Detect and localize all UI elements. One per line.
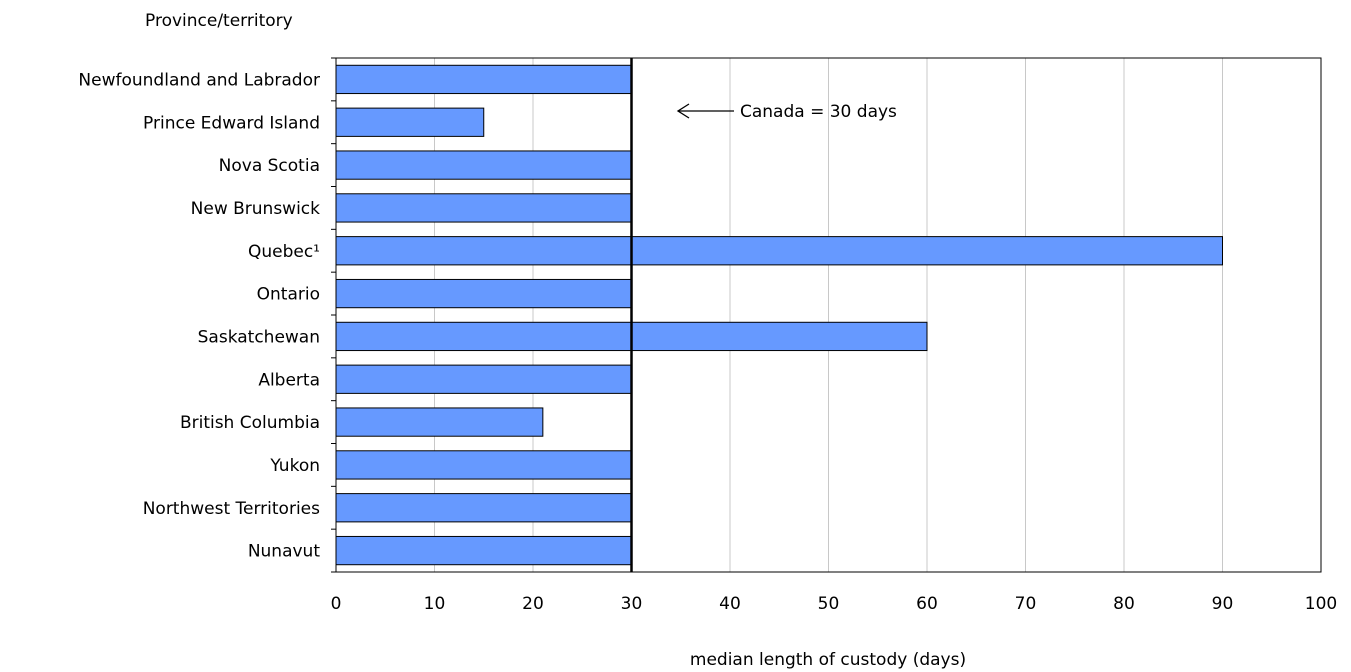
bar (335, 193, 632, 223)
bar (335, 150, 632, 180)
x-tick-label: 10 (424, 594, 446, 614)
category-label: Saskatchewan (198, 327, 320, 347)
bar (335, 64, 632, 95)
x-tick-label: 50 (818, 594, 840, 614)
x-tick-labels: 0 10 20 30 40 50 60 70 80 90 100 (331, 594, 1338, 614)
bar (335, 407, 544, 437)
category-labels: Newfoundland and Labrador Prince Edward I… (78, 57, 336, 573)
bar (335, 493, 632, 523)
x-tick-label: 90 (1212, 594, 1234, 614)
x-tick-label: 20 (522, 594, 544, 614)
bar (335, 107, 485, 137)
reference-label: Canada = 30 days (740, 102, 897, 122)
bar (335, 236, 1223, 266)
x-tick-label: 60 (916, 594, 938, 614)
x-tick-label: 40 (719, 594, 741, 614)
x-tick-label: 0 (331, 594, 342, 614)
x-tick-label: 70 (1015, 594, 1037, 614)
category-label: Newfoundland and Labrador (78, 70, 320, 90)
x-tick-label: 80 (1113, 594, 1135, 614)
reference-annotation: Canada = 30 days (676, 102, 897, 122)
category-label: Nunavut (248, 542, 321, 562)
bar (335, 535, 632, 566)
arrow-head-icon (676, 103, 690, 119)
x-tick-label: 100 (1305, 594, 1337, 614)
category-label: Nova Scotia (219, 156, 320, 176)
category-label: British Columbia (180, 413, 320, 433)
x-tick-label: 30 (621, 594, 643, 614)
bar (335, 364, 632, 394)
y-axis-title: Province/territory (145, 11, 293, 31)
category-label: Ontario (257, 285, 320, 305)
bar (335, 278, 632, 309)
category-label: Alberta (258, 370, 320, 390)
x-axis-title: median length of custody (days) (690, 650, 966, 670)
category-label: Yukon (269, 456, 320, 476)
bar (335, 450, 632, 480)
bars (335, 64, 1223, 566)
category-label: Prince Edward Island (143, 113, 320, 133)
category-label: Quebec¹ (248, 242, 320, 262)
category-label: New Brunswick (191, 199, 321, 219)
category-label: Northwest Territories (143, 499, 320, 519)
